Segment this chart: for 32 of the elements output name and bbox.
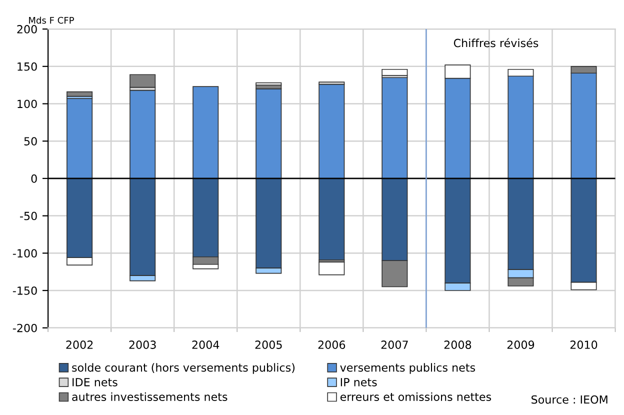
legend-label: IDE nets xyxy=(72,378,118,386)
bar xyxy=(256,82,282,86)
x-tick-label: 2010 xyxy=(570,340,598,349)
y-tick-label: 0 xyxy=(31,174,37,183)
bar xyxy=(130,74,156,88)
legend-label: erreurs et omissions nettes xyxy=(340,392,492,402)
y-tick-label: -150 xyxy=(12,286,37,295)
x-tick-label: 2009 xyxy=(507,340,534,349)
x-tick-label: 2005 xyxy=(255,340,282,349)
y-tick-label: 200 xyxy=(17,25,37,34)
x-tick-label: 2006 xyxy=(318,340,346,349)
x-tick-label: 2008 xyxy=(444,340,472,349)
legend-label: versements publics nets xyxy=(340,363,476,374)
x-tick-label: 2002 xyxy=(66,340,93,349)
source-note: Source : IEOM xyxy=(532,395,608,404)
legend-label: solde courant (hors versements publics) xyxy=(72,363,294,374)
x-tick-label: 2007 xyxy=(381,340,408,349)
x-tick-label: 2003 xyxy=(129,340,156,349)
bar xyxy=(66,91,93,97)
bar xyxy=(382,68,408,76)
y-tick-label: 50 xyxy=(24,137,37,146)
y-tick-label: -100 xyxy=(12,249,37,258)
y-tick-label: -200 xyxy=(12,324,37,332)
bar xyxy=(318,262,345,276)
x-tick-label: 2004 xyxy=(192,340,220,349)
y-tick-label: 150 xyxy=(18,62,37,71)
legend-label: autres investissements nets xyxy=(72,392,228,402)
y-tick-label: -50 xyxy=(20,212,37,220)
ref-line-label: Chiffres révisés xyxy=(454,38,538,48)
y-axis-title: Mds F CFP xyxy=(29,16,74,24)
y-tick-label: 100 xyxy=(18,100,37,108)
legend-label: IP nets xyxy=(340,378,377,386)
